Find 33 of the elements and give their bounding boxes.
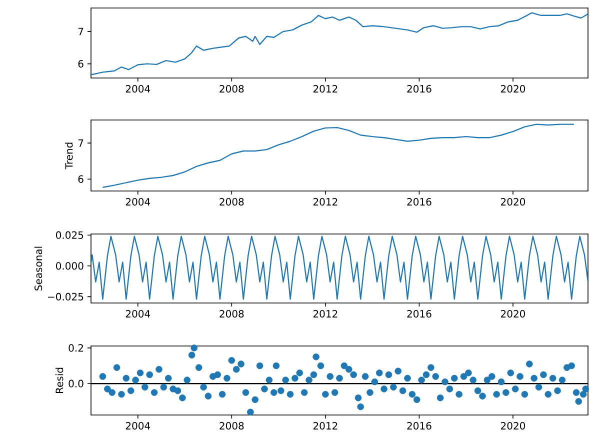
x-tick-label: 2020: [500, 85, 526, 93]
x-tick-label: 2004: [126, 310, 150, 318]
x-tick-label: 2008: [220, 85, 244, 93]
y-tick-label: 6: [78, 60, 84, 68]
x-tick-label: 2004: [126, 85, 150, 93]
y-tick-label: 0.000: [56, 262, 84, 270]
y-axis-title: Resid: [55, 368, 64, 393]
x-tick-label: 2020: [500, 422, 526, 430]
y-tick-label: 7: [78, 28, 84, 36]
x-tick-label: 2008: [220, 310, 244, 318]
x-tick-label: 2016: [407, 85, 432, 93]
x-tick-label: 2020: [500, 198, 526, 206]
y-tick-label: 6: [78, 175, 84, 183]
y-tick-label: −0.025: [48, 292, 84, 300]
y-tick-label: 0.2: [68, 344, 83, 352]
x-tick-label: 2012: [313, 198, 338, 206]
y-axis-title: Seasonal: [34, 246, 42, 290]
x-tick-label: 2004: [126, 422, 150, 430]
x-tick-label: 2016: [407, 310, 432, 318]
x-tick-label: 2016: [407, 422, 432, 430]
x-tick-label: 2012: [313, 310, 338, 318]
line-series: [91, 236, 588, 300]
x-tick-label: 2008: [220, 198, 244, 206]
y-axis-title: Trend: [64, 142, 73, 170]
x-tick-label: 2008: [220, 422, 244, 430]
x-tick-label: 2020: [500, 310, 526, 318]
x-tick-label: 2016: [407, 198, 432, 206]
y-tick-label: 7: [78, 139, 84, 147]
x-tick-label: 2012: [313, 422, 338, 430]
y-tick-label: 0.0: [68, 380, 84, 388]
y-tick-label: 0.025: [56, 231, 84, 239]
x-tick-label: 2012: [313, 85, 338, 93]
x-tick-label: 2004: [126, 198, 150, 206]
